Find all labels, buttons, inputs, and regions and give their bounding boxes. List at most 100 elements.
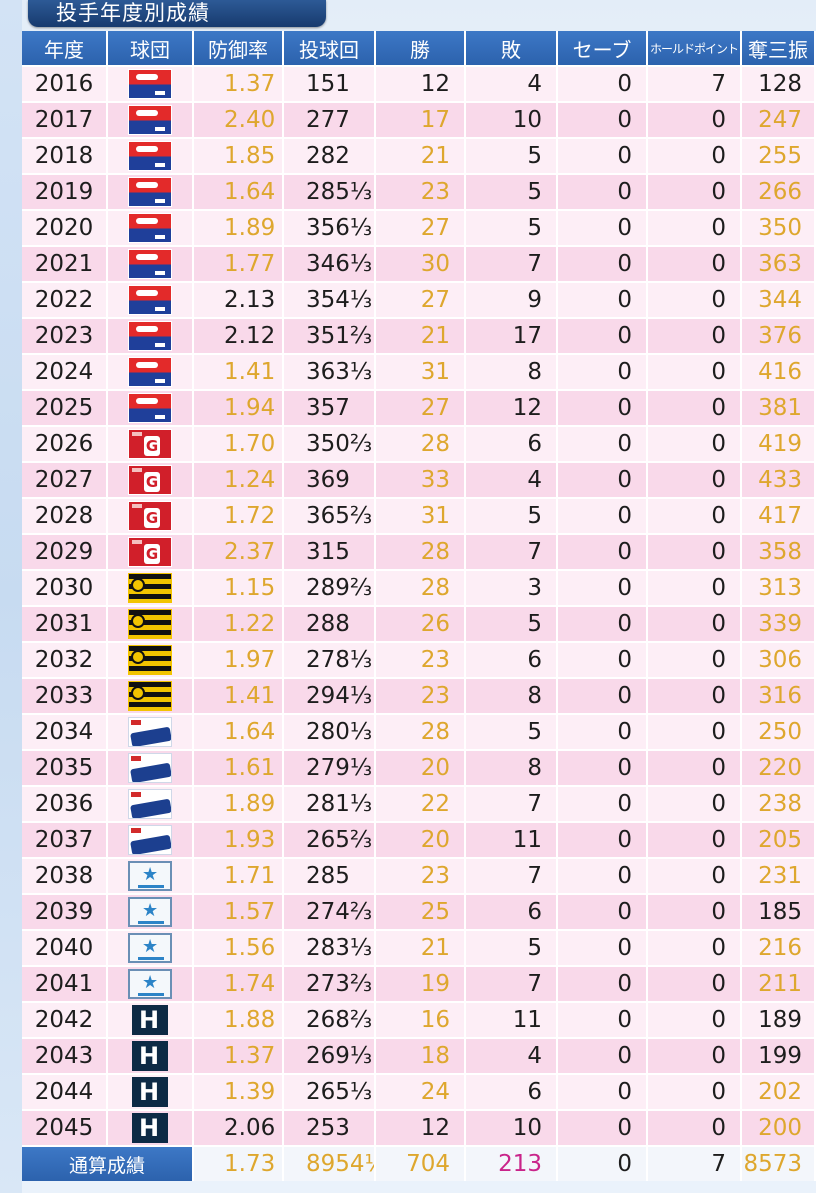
table-row[interactable]: 2036 1.89 281⅓ 22 7 0 0 238 (22, 785, 816, 821)
table-row[interactable]: 2017 2.40 277 17 10 0 0 247 (22, 101, 816, 137)
table-row[interactable]: 2033 1.41 294⅓ 23 8 0 0 316 (22, 677, 816, 713)
team-cell (108, 425, 194, 461)
year-cell: 2033 (22, 677, 108, 713)
saves-cell: 0 (558, 533, 648, 569)
era-cell: 1.88 (194, 1001, 284, 1037)
strikeouts-cell: 231 (742, 857, 816, 893)
era-cell: 1.39 (194, 1073, 284, 1109)
team-cell (108, 1073, 194, 1109)
hold-points-cell: 0 (648, 533, 742, 569)
team-cell (108, 677, 194, 713)
wins-cell: 33 (376, 461, 466, 497)
innings-cell: 280⅓ (284, 713, 376, 749)
hold-points-cell: 0 (648, 641, 742, 677)
losses-cell: 4 (466, 65, 558, 101)
hold-points-cell: 0 (648, 137, 742, 173)
year-cell: 2029 (22, 533, 108, 569)
strikeouts-cell: 381 (742, 389, 816, 425)
team-cell (108, 1001, 194, 1037)
table-row[interactable]: 2023 2.12 351⅔ 21 17 0 0 376 (22, 317, 816, 353)
era-cell: 1.89 (194, 785, 284, 821)
table-row[interactable]: 2022 2.13 354⅓ 27 9 0 0 344 (22, 281, 816, 317)
losses-cell: 6 (466, 425, 558, 461)
saves-cell: 0 (558, 785, 648, 821)
era-cell: 1.97 (194, 641, 284, 677)
table-row[interactable]: 2018 1.85 282 21 5 0 0 255 (22, 137, 816, 173)
hold-points-cell: 0 (648, 605, 742, 641)
strikeouts-cell: 417 (742, 497, 816, 533)
saves-cell: 0 (558, 1037, 648, 1073)
losses-cell: 10 (466, 101, 558, 137)
saves-cell: 0 (558, 353, 648, 389)
saves-cell: 0 (558, 281, 648, 317)
innings-cell: 274⅔ (284, 893, 376, 929)
hold-points-cell: 0 (648, 353, 742, 389)
table-row[interactable]: 2024 1.41 363⅓ 31 8 0 0 416 (22, 353, 816, 389)
innings-cell: 283⅓ (284, 929, 376, 965)
header-era[interactable]: 防御率 (194, 31, 284, 65)
era-cell: 1.77 (194, 245, 284, 281)
table-row[interactable]: 2034 1.64 280⅓ 28 5 0 0 250 (22, 713, 816, 749)
header-strikeouts[interactable]: 奪三振 (742, 31, 816, 65)
team-cell (108, 605, 194, 641)
table-row[interactable]: 2035 1.61 279⅓ 20 8 0 0 220 (22, 749, 816, 785)
saves-cell: 0 (558, 317, 648, 353)
wins-cell: 23 (376, 857, 466, 893)
header-losses[interactable]: 敗 (466, 31, 558, 65)
header-innings[interactable]: 投球回 (284, 31, 376, 65)
era-cell: 2.40 (194, 101, 284, 137)
wins-cell: 18 (376, 1037, 466, 1073)
header-year[interactable]: 年度 (22, 31, 108, 65)
table-row[interactable]: 2020 1.89 356⅓ 27 5 0 0 350 (22, 209, 816, 245)
era-cell: 1.64 (194, 173, 284, 209)
era-cell: 1.89 (194, 209, 284, 245)
saves-cell: 0 (558, 641, 648, 677)
era-cell: 2.06 (194, 1109, 284, 1145)
dragons-logo-icon (128, 357, 172, 387)
year-cell: 2023 (22, 317, 108, 353)
losses-cell: 5 (466, 209, 558, 245)
year-cell: 2045 (22, 1109, 108, 1145)
totals-saves: 0 (558, 1145, 648, 1181)
year-cell: 2022 (22, 281, 108, 317)
table-row[interactable]: 2037 1.93 265⅔ 20 11 0 0 205 (22, 821, 816, 857)
year-cell: 2037 (22, 821, 108, 857)
table-row[interactable]: 2032 1.97 278⅓ 23 6 0 0 306 (22, 641, 816, 677)
losses-cell: 4 (466, 461, 558, 497)
dragons-logo-icon (128, 393, 172, 423)
table-row[interactable]: 2030 1.15 289⅔ 28 3 0 0 313 (22, 569, 816, 605)
table-row[interactable]: 2025 1.94 357 27 12 0 0 381 (22, 389, 816, 425)
strikeouts-cell: 339 (742, 605, 816, 641)
table-row[interactable]: 2031 1.22 288 26 5 0 0 339 (22, 605, 816, 641)
team-cell (108, 317, 194, 353)
strikeouts-cell: 199 (742, 1037, 816, 1073)
hold-points-cell: 0 (648, 1037, 742, 1073)
header-hold-points[interactable]: ホールドポイント (648, 31, 742, 65)
wins-cell: 22 (376, 785, 466, 821)
table-row[interactable]: 2016 1.37 151 12 4 0 7 128 (22, 65, 816, 101)
strikeouts-cell: 376 (742, 317, 816, 353)
header-team[interactable]: 球団 (108, 31, 194, 65)
wins-cell: 25 (376, 893, 466, 929)
era-cell: 1.64 (194, 713, 284, 749)
table-row[interactable]: 2019 1.64 285⅓ 23 5 0 0 266 (22, 173, 816, 209)
strikeouts-cell: 247 (742, 101, 816, 137)
table-row[interactable]: 2021 1.77 346⅓ 30 7 0 0 363 (22, 245, 816, 281)
saves-cell: 0 (558, 245, 648, 281)
header-wins[interactable]: 勝 (376, 31, 466, 65)
header-saves[interactable]: セーブ (558, 31, 648, 65)
hold-points-cell: 0 (648, 173, 742, 209)
hold-points-cell: 0 (648, 317, 742, 353)
